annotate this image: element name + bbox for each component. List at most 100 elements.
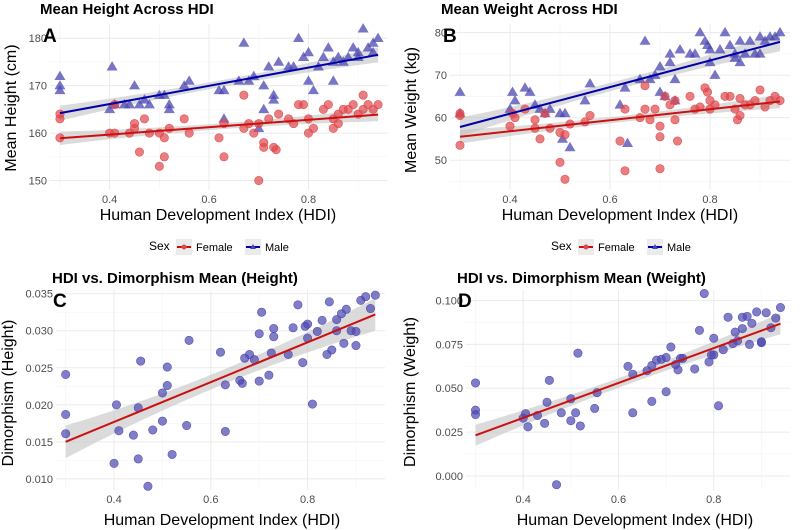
legend-b-female-marker-icon xyxy=(583,244,589,250)
panel-b-male-point xyxy=(654,60,666,71)
panel-b-male-point xyxy=(774,26,786,37)
panel-d-dimorphism-point xyxy=(690,364,700,374)
panel-b-female-point xyxy=(755,85,765,95)
panel-c-dimorphism-point xyxy=(339,338,349,348)
panel-d-dimorphism-point xyxy=(628,408,638,418)
panel-a-male-point xyxy=(352,46,364,57)
panel-d-dimorphism-point xyxy=(647,396,657,406)
panel-d: HDI vs. Dimorphism Mean (Weight) 0.4 0.6 0… xyxy=(402,270,790,529)
panel-c-dimorphism-point xyxy=(324,297,334,307)
panel-c-title: HDI vs. Dimorphism Mean (Height) xyxy=(52,270,298,287)
panel-a-male-point xyxy=(54,84,66,95)
panel-a-y-axis-title: Mean Height (cm) xyxy=(3,44,20,171)
panel-a-male-point xyxy=(178,80,190,90)
panel-a-female-point xyxy=(323,100,333,110)
panel-b-female-point xyxy=(775,96,785,106)
panel-a-male-point xyxy=(258,80,270,90)
panel-a-female-point xyxy=(259,138,269,148)
panel-d-dimorphism-point xyxy=(471,378,481,388)
panel-d-dimorphism-fit-line xyxy=(475,322,781,437)
panel-a-female-point xyxy=(179,114,189,124)
panel-a-female-point xyxy=(358,90,368,100)
panel-c-dimorphism-point xyxy=(143,481,153,491)
panel-b-male-point xyxy=(579,95,591,105)
panel-b-male-point xyxy=(729,52,741,62)
panel-a-male-point xyxy=(183,75,195,85)
panel-d-dimorphism-point xyxy=(571,408,581,418)
panel-a-male-point xyxy=(298,51,309,61)
panel-b-male-point xyxy=(694,26,706,37)
panel-a-female-point xyxy=(239,90,249,100)
panel-c-dimorphism-point xyxy=(237,378,247,388)
panel-a-female-point xyxy=(184,128,194,138)
panel-b-x-tick-label: 0.6 xyxy=(602,194,617,206)
panel-a-male-point xyxy=(163,103,175,114)
legend-b-male-marker-icon xyxy=(652,244,658,249)
panel-d-dimorphism-point xyxy=(556,408,566,418)
panel-a: Mean Height Across HDI 0.4 0.6 0.8 150 160 17… xyxy=(3,1,388,224)
panel-b-male-point xyxy=(704,43,716,54)
panel-d-dimorphism-point xyxy=(775,303,785,313)
panel-d-dimorphism-point xyxy=(709,333,719,343)
panel-a-female-point xyxy=(298,100,308,110)
legend-b: Sex Female Male xyxy=(551,239,691,255)
panel-a-female-point xyxy=(154,161,164,171)
panel-b-fit-lines xyxy=(459,40,781,138)
panel-d-dimorphism-point xyxy=(723,312,733,322)
panel-c-dimorphism-point xyxy=(128,430,138,440)
panel-c-dimorphism-point xyxy=(303,319,313,329)
panel-a-male-point xyxy=(322,42,334,52)
panel-a-male-point xyxy=(106,61,118,71)
panel-c-dimorphism-point xyxy=(312,326,322,336)
panel-d-dimorphism-point xyxy=(544,375,554,385)
panel-a-y-tick-label: 180 xyxy=(29,33,47,45)
panel-a-female-point xyxy=(214,133,224,143)
panel-a-female-point xyxy=(55,114,65,124)
panel-c-dimorphism-point xyxy=(182,421,192,431)
panel-b-x-tick-label: 0.8 xyxy=(702,194,717,206)
panel-b-female-point xyxy=(560,174,570,184)
panel-b-label: B xyxy=(443,26,457,47)
panel-b-x-tick-label: 0.4 xyxy=(502,194,517,206)
panel-b-female-point xyxy=(455,140,465,150)
panel-b-female-point xyxy=(702,87,712,97)
panel-c-dimorphism-point xyxy=(157,388,167,398)
panel-c-ticks: 0.4 0.6 0.8 0.010 0.015 0.020 0.025 0.030 0.035 xyxy=(25,289,315,506)
panel-a-female-point xyxy=(139,114,149,124)
panel-c-dimorphism-point xyxy=(307,399,317,409)
panel-b-female-point xyxy=(620,104,630,114)
legend-b-title: Sex xyxy=(551,239,572,253)
panel-c-dimorphism-point xyxy=(162,381,172,391)
panel-b-female-point xyxy=(505,121,515,131)
panel-d-x-axis-title: Human Development Index (HDI) xyxy=(517,512,754,529)
panel-d-dimorphism-point xyxy=(566,416,576,426)
panel-b-male-point xyxy=(719,26,731,37)
legend-a-male-marker-icon xyxy=(250,244,256,249)
panel-a-x-axis-title: Human Development Index (HDI) xyxy=(100,207,337,224)
panel-b-female-point xyxy=(455,111,465,121)
panel-d-y-tick-label: 0.075 xyxy=(435,339,463,351)
panel-b-male-point xyxy=(754,31,766,41)
panel-a-male-point xyxy=(263,61,275,71)
legend-b-male-label: Male xyxy=(667,242,691,254)
panel-b-male-point xyxy=(639,35,651,45)
panel-b-female-point xyxy=(560,130,570,140)
panel-c-y-tick-label: 0.020 xyxy=(25,400,53,412)
legend-a-female-marker-icon xyxy=(181,244,187,250)
panel-b-female-fit-line xyxy=(459,100,781,138)
panel-b-male-point xyxy=(709,69,721,79)
panel-b-male-point xyxy=(754,48,766,58)
panel-d-dimorphism-point xyxy=(590,403,600,413)
panel-a-male-point xyxy=(288,61,300,71)
panel-a-male-point xyxy=(218,84,230,95)
panel-a-x-tick-label: 0.6 xyxy=(201,194,216,206)
legend-a-male-label: Male xyxy=(265,242,289,254)
panel-a-female-point xyxy=(348,100,358,110)
panel-c-dimorphism-point xyxy=(317,315,327,325)
panel-a-female-point xyxy=(219,152,229,162)
panel-c-x-tick-label: 0.8 xyxy=(300,494,315,506)
panel-c-y-tick-label: 0.035 xyxy=(25,289,53,301)
panel-d-x-tick-label: 0.8 xyxy=(706,494,721,506)
panel-d-dimorphism-point xyxy=(673,365,683,375)
